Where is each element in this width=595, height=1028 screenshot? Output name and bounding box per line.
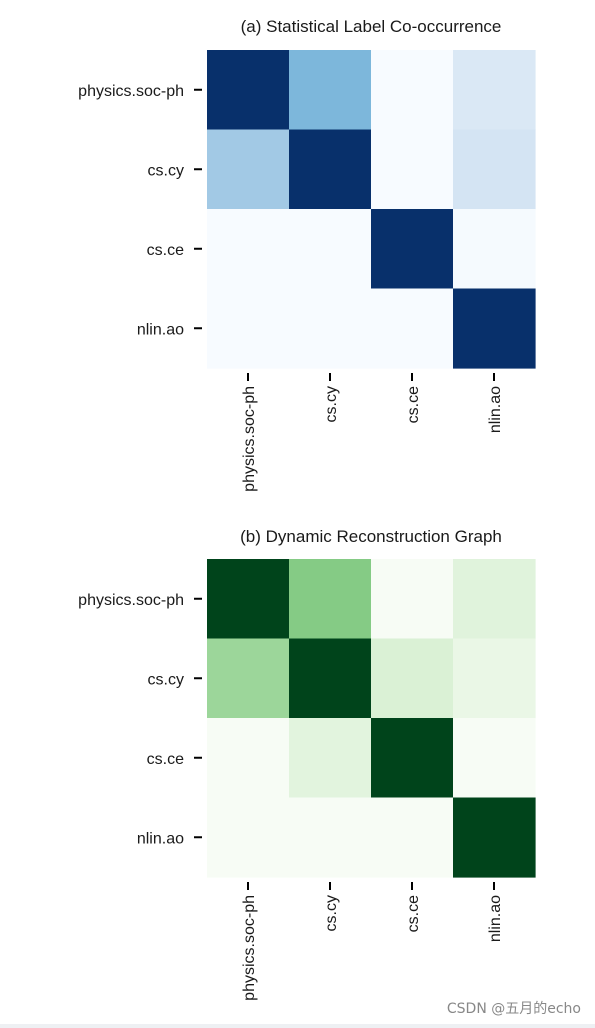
heatmap-cell (371, 288, 454, 369)
x-tick-label: physics.soc-ph (241, 386, 258, 492)
heatmap-cell (289, 209, 372, 290)
y-tick-label: nlin.ao (137, 321, 184, 338)
heatmap-cell (371, 638, 454, 719)
y-tick-label: cs.cy (148, 162, 184, 179)
x-tick-label: cs.ce (405, 895, 422, 932)
heatmap-cell (453, 50, 536, 131)
x-tick-label: cs.ce (405, 386, 422, 423)
heatmap-cell (289, 288, 372, 369)
heatmap-cell (453, 559, 536, 640)
watermark: CSDN @五月的echo (446, 1001, 581, 1017)
heatmap-cell (371, 209, 454, 290)
heatmap-cell (453, 797, 536, 878)
heatmap-cell (453, 129, 536, 210)
heatmap-cell (207, 559, 290, 640)
y-tick-label: physics.soc-ph (78, 592, 184, 609)
y-tick-label: cs.cy (148, 671, 184, 688)
x-tick-label: nlin.ao (487, 895, 504, 942)
heatmap-cell (207, 209, 290, 290)
x-tick-label: physics.soc-ph (241, 895, 258, 1001)
heatmap-cell (371, 129, 454, 210)
heatmap-cell (453, 718, 536, 799)
y-tick-label: cs.ce (147, 751, 184, 768)
x-tick-label: cs.cy (323, 386, 340, 422)
y-tick-label: nlin.ao (137, 830, 184, 847)
y-tick-label: physics.soc-ph (78, 83, 184, 100)
heatmap-cell (453, 638, 536, 719)
heatmap-cell (371, 559, 454, 640)
heatmap-cell (453, 288, 536, 369)
x-tick-label: cs.cy (323, 895, 340, 931)
bottom-strip (0, 1024, 595, 1028)
heatmap-cell (453, 209, 536, 290)
heatmap-cell (289, 797, 372, 878)
heatmap-cell (207, 288, 290, 369)
heatmap-cell (371, 718, 454, 799)
heatmap-cell (207, 129, 290, 210)
heatmap-cell (371, 50, 454, 131)
heatmap-cell (207, 638, 290, 719)
heatmap-cell (289, 50, 372, 131)
heatmap-cell (289, 638, 372, 719)
heatmap-cell (207, 797, 290, 878)
heatmap-cell (289, 718, 372, 799)
heatmap-cell (289, 129, 372, 210)
x-tick-label: nlin.ao (487, 386, 504, 433)
heatmap-cell (289, 559, 372, 640)
chart-title: (b) Dynamic Reconstruction Graph (240, 527, 502, 546)
heatmap-cell (371, 797, 454, 878)
heatmap-cell (207, 718, 290, 799)
y-tick-label: cs.ce (147, 242, 184, 259)
heatmap-cell (207, 50, 290, 131)
chart-title: (a) Statistical Label Co-occurrence (241, 17, 502, 36)
